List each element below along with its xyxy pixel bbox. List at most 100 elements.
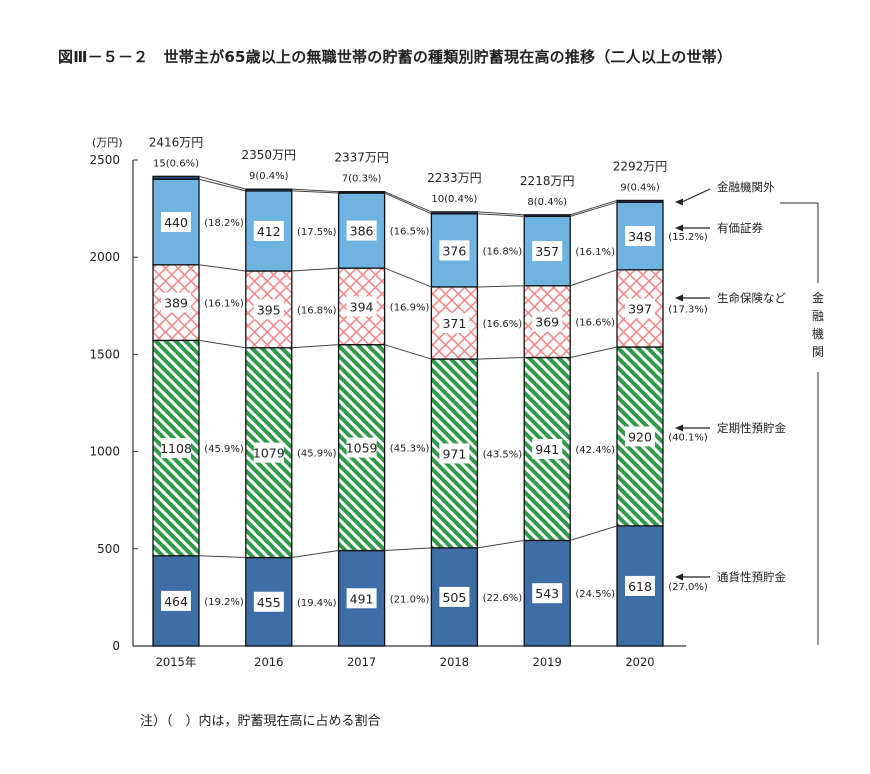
bar-segment — [245, 188, 293, 192]
y-tick-label: 2000 — [89, 250, 120, 264]
percent-label: (42.4%) — [575, 445, 615, 456]
legend-arrow-line — [681, 188, 711, 203]
percent-label: (18.2%) — [204, 218, 244, 229]
value-label-box — [346, 220, 377, 241]
group-label-char: 機 — [812, 326, 824, 341]
value-label-box — [532, 311, 563, 332]
value-label-box — [439, 443, 470, 464]
value-label-box — [625, 426, 655, 447]
bar-segment — [337, 191, 386, 194]
value-label-box — [161, 438, 191, 459]
connector-line — [198, 339, 246, 349]
other-value-label: 8(0.4%) — [527, 197, 567, 208]
group-label-char: 金 — [812, 290, 824, 305]
y-tick-label: 2500 — [89, 153, 120, 167]
connector-line — [291, 267, 339, 272]
value-label: 1079 — [253, 446, 285, 461]
y-axis-unit: (万円) — [92, 136, 123, 149]
legend-label: 有価証券 — [717, 221, 763, 235]
connector-line — [291, 188, 339, 193]
connector-line — [291, 344, 339, 349]
value-label-box — [439, 313, 470, 334]
x-tick-label: 2015年 — [156, 655, 197, 669]
bracket — [780, 202, 819, 283]
connector-line — [570, 346, 618, 358]
value-label: 920 — [628, 429, 652, 444]
value-label-box — [625, 575, 655, 596]
total-label: 2350万円 — [242, 148, 297, 162]
footnote: 注）（ ）内は，貯蓄現在高に占める割合 — [140, 714, 381, 729]
percent-label: (43.5%) — [483, 449, 523, 460]
value-label: 455 — [257, 595, 281, 610]
value-label-box — [439, 586, 470, 607]
value-label: 386 — [350, 224, 374, 239]
value-label: 412 — [257, 224, 281, 239]
percent-label: (16.1%) — [204, 299, 244, 310]
bar-segment — [152, 175, 200, 180]
bar-segment — [523, 214, 571, 218]
connector-line — [570, 199, 618, 216]
value-label: 389 — [164, 296, 188, 311]
chart-title: 図Ⅲ－５－２ 世帯主が65歳以上の無職世帯の貯蓄の種類別貯蓄現在高の推移（二人以… — [58, 48, 733, 66]
total-label: 2337万円 — [334, 151, 389, 165]
connector-line — [384, 547, 432, 552]
value-label: 376 — [442, 243, 466, 258]
value-label-box — [161, 212, 191, 233]
x-tick-label: 2018 — [440, 655, 469, 669]
legend-label: 生命保険など — [717, 291, 786, 305]
other-value-label: 7(0.3%) — [342, 174, 382, 185]
connector-line — [198, 264, 246, 272]
percent-label: (16.1%) — [575, 247, 615, 258]
connector-line — [570, 269, 618, 287]
percent-label: (45.9%) — [204, 444, 244, 455]
bar-segment — [616, 525, 664, 647]
other-value-label: 15(0.6%) — [153, 158, 199, 169]
other-value-label: 10(0.4%) — [431, 194, 477, 205]
connector-line — [477, 211, 525, 216]
y-tick-label: 500 — [97, 542, 120, 556]
x-tick-label: 2020 — [625, 655, 654, 669]
percent-label: (15.2%) — [668, 232, 708, 243]
group-label-char: 関 — [812, 345, 824, 359]
percent-label: (21.0%) — [390, 594, 430, 605]
value-label: 397 — [628, 301, 652, 316]
value-label-box — [532, 241, 563, 262]
y-tick-label: 0 — [112, 639, 120, 653]
value-label-box — [346, 588, 377, 609]
connector-line — [198, 178, 246, 192]
value-label-box — [346, 296, 377, 317]
x-tick-label: 2016 — [254, 655, 283, 669]
value-label-box — [253, 220, 284, 241]
percent-label: (17.5%) — [297, 227, 337, 238]
value-label: 371 — [442, 316, 466, 331]
value-label-box — [532, 438, 563, 459]
value-label: 491 — [350, 591, 374, 606]
total-label: 2416万円 — [149, 135, 204, 149]
value-label: 971 — [442, 446, 466, 461]
percent-label: (16.8%) — [297, 305, 337, 316]
value-label: 369 — [535, 315, 559, 330]
value-label: 348 — [628, 229, 652, 244]
other-value-label: 9(0.4%) — [249, 171, 289, 182]
percent-label: (17.3%) — [668, 304, 708, 315]
group-label-char: 融 — [812, 309, 824, 323]
arrow-icon — [675, 294, 683, 302]
percent-label: (40.1%) — [668, 432, 708, 443]
value-label-box — [439, 240, 470, 261]
percent-label: (16.6%) — [483, 319, 523, 330]
y-tick-label: 1000 — [89, 445, 120, 459]
value-label: 395 — [257, 302, 281, 317]
arrow-icon — [675, 198, 683, 206]
value-label-box — [161, 292, 191, 313]
connector-line — [291, 190, 339, 194]
arrow-icon — [675, 424, 683, 432]
percent-label: (16.8%) — [483, 246, 523, 257]
x-tick-label: 2017 — [347, 655, 376, 669]
connector-line — [477, 213, 525, 217]
percent-label: (45.3%) — [390, 444, 430, 455]
value-label-box — [253, 299, 284, 320]
percent-label: (16.6%) — [575, 318, 615, 329]
bar-segment — [430, 211, 479, 215]
value-label: 464 — [164, 594, 188, 609]
